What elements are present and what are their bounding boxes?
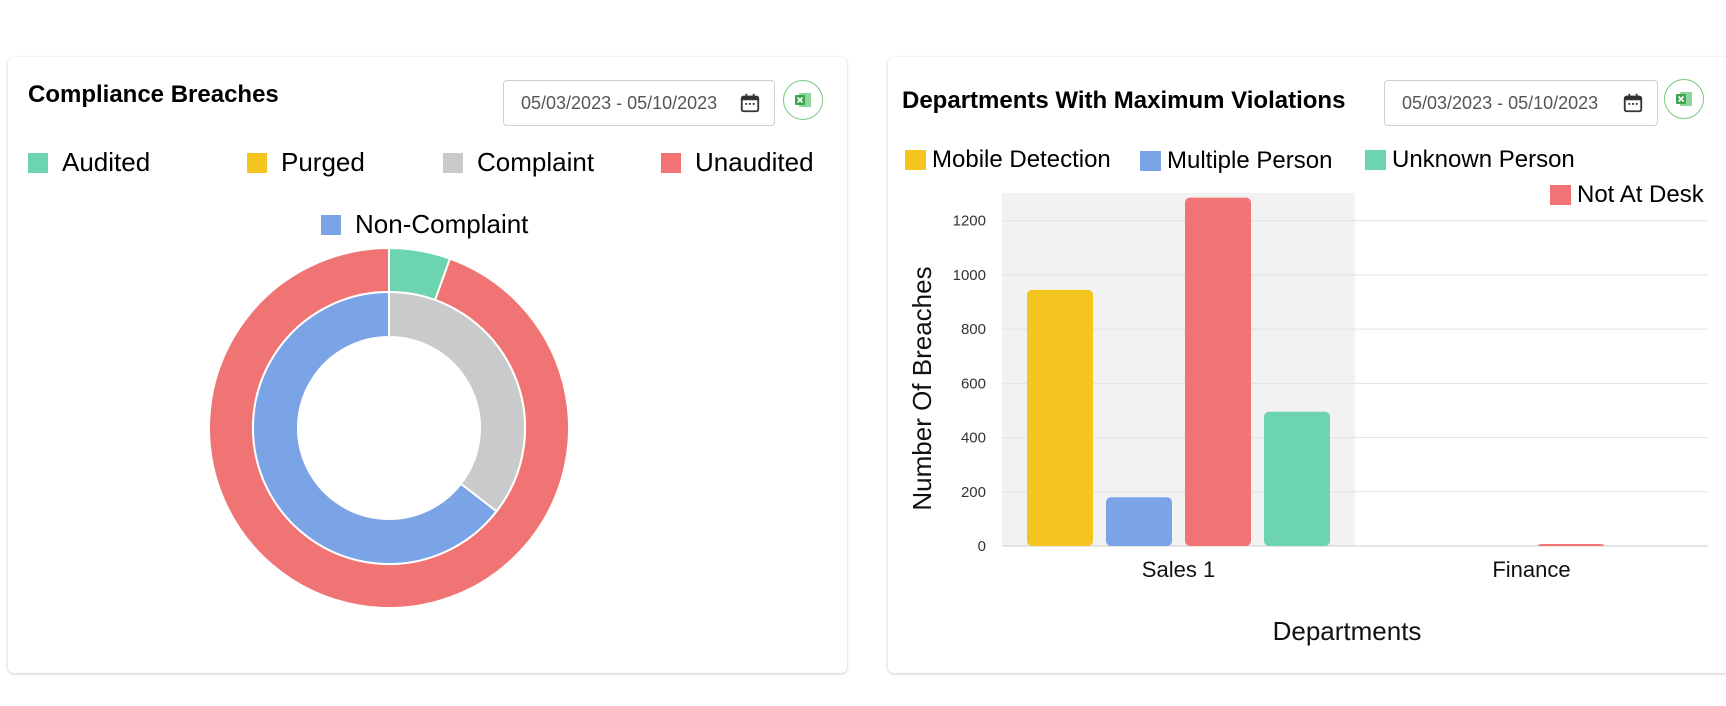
legend-item-mobile-detection[interactable]: Mobile Detection — [905, 146, 1111, 174]
legend-label: Mobile Detection — [932, 146, 1111, 173]
legend-label: Non-Complaint — [355, 209, 529, 239]
legend-item-audited[interactable]: Audited — [28, 147, 150, 178]
legend-label: Unaudited — [695, 147, 814, 177]
excel-export-button[interactable] — [783, 80, 823, 120]
legend-item-unaudited[interactable]: Unaudited — [661, 147, 814, 178]
y-tick-label: 200 — [961, 484, 986, 501]
bar-not-at-desk-finance[interactable] — [1538, 544, 1604, 546]
legend-label: Purged — [281, 147, 365, 177]
bar-mobile-detection-sales-1[interactable] — [1027, 289, 1093, 546]
legend-swatch — [247, 152, 267, 173]
date-range-text: 05/03/2023 - 05/10/2023 — [521, 92, 718, 113]
legend-item-complaint[interactable]: Complaint — [443, 147, 594, 178]
date-range-picker[interactable]: 05/03/2023 - 05/10/2023 — [1384, 80, 1658, 126]
bar-not-at-desk-sales-1[interactable] — [1185, 197, 1251, 546]
legend-swatch — [1365, 150, 1386, 170]
card-title: Compliance Breaches — [28, 81, 279, 108]
legend-swatch — [1140, 151, 1161, 171]
legend-swatch — [661, 152, 681, 173]
legend-item-purged[interactable]: Purged — [247, 147, 365, 178]
bar-unknown-person-sales-1[interactable] — [1264, 411, 1330, 546]
inner-slice-complaint[interactable] — [388, 290, 526, 513]
legend-swatch — [28, 152, 48, 173]
legend-item-not-at-desk[interactable]: Not At Desk — [1550, 181, 1704, 209]
date-range-picker[interactable]: 05/03/2023 - 05/10/2023 — [503, 80, 775, 126]
card-title: Departments With Maximum Violations — [902, 87, 1346, 114]
legend-item-multiple-person[interactable]: Multiple Person — [1140, 147, 1332, 175]
y-tick-label: 1200 — [953, 213, 986, 230]
legend-swatch — [905, 150, 926, 170]
legend-item-unknown-person[interactable]: Unknown Person — [1365, 146, 1575, 174]
y-tick-label: 400 — [961, 430, 986, 447]
bar-chart: 0 200 400 600 800 1000 1200 Sales 1 Finance Depar… — [907, 193, 1708, 646]
inner-slice-non-complaint[interactable] — [252, 290, 498, 565]
bar-multiple-person-sales-1[interactable] — [1106, 497, 1172, 546]
excel-icon — [1676, 92, 1692, 106]
legend-label: Complaint — [477, 147, 595, 177]
y-tick-label: 800 — [961, 321, 986, 338]
department-violations-card: Departments With Maximum Violations 05/0… — [888, 57, 1726, 673]
excel-icon — [795, 93, 811, 107]
y-tick-label: 0 — [978, 538, 986, 555]
legend-label: Unknown Person — [1392, 146, 1575, 173]
legend-label: Multiple Person — [1167, 147, 1333, 174]
calendar-icon[interactable] — [739, 92, 761, 114]
legend-swatch — [443, 152, 463, 173]
legend-item-non-complaint[interactable]: Non-Complaint — [321, 209, 528, 240]
x-tick-label: Sales 1 — [1142, 557, 1215, 582]
calendar-icon[interactable] — [1622, 92, 1644, 114]
excel-export-button[interactable] — [1664, 79, 1704, 119]
legend-swatch — [1550, 185, 1571, 205]
y-tick-label: 1000 — [953, 267, 986, 284]
legend-swatch — [321, 214, 341, 235]
y-axis-title: Number Of Breaches — [907, 266, 937, 510]
x-axis-title: Departments — [1273, 616, 1422, 646]
x-tick-label: Finance — [1492, 557, 1570, 582]
date-range-text: 05/03/2023 - 05/10/2023 — [1402, 92, 1599, 113]
legend-label: Audited — [62, 147, 151, 177]
donut-chart — [208, 246, 570, 609]
legend-label: Not At Desk — [1577, 181, 1704, 208]
compliance-breaches-card: Compliance Breaches 05/03/2023 - 05/10/2… — [8, 57, 847, 673]
y-tick-label: 600 — [961, 375, 986, 392]
